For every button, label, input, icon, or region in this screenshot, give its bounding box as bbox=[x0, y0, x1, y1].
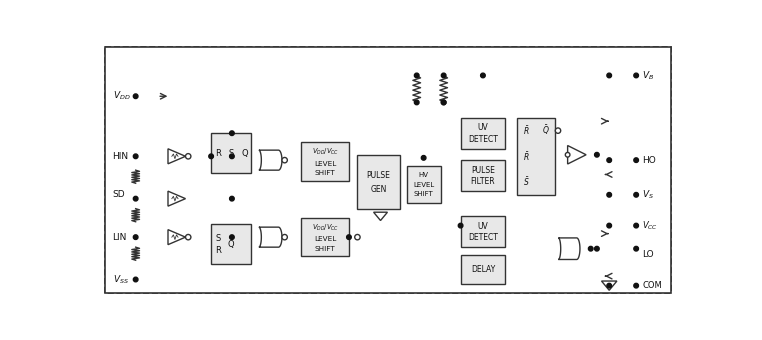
Circle shape bbox=[133, 277, 138, 282]
Circle shape bbox=[634, 246, 639, 251]
Text: DELAY: DELAY bbox=[471, 265, 495, 274]
Bar bbox=[460, 216, 505, 247]
Text: SHIFT: SHIFT bbox=[315, 246, 335, 252]
Text: $\bar{R}$: $\bar{R}$ bbox=[523, 150, 530, 163]
Polygon shape bbox=[168, 149, 185, 164]
Text: LEVEL: LEVEL bbox=[314, 160, 336, 167]
Bar bbox=[301, 218, 349, 256]
Circle shape bbox=[421, 155, 426, 160]
Text: HIN: HIN bbox=[113, 152, 129, 161]
Circle shape bbox=[355, 235, 360, 240]
Circle shape bbox=[458, 223, 463, 228]
Text: $V_S$: $V_S$ bbox=[642, 189, 655, 201]
Circle shape bbox=[634, 158, 639, 163]
Polygon shape bbox=[168, 191, 185, 206]
Polygon shape bbox=[559, 238, 580, 259]
Circle shape bbox=[415, 100, 419, 105]
Circle shape bbox=[634, 223, 639, 228]
Text: $V_{DD}/V_{CC}$: $V_{DD}/V_{CC}$ bbox=[312, 147, 338, 157]
Text: LIN: LIN bbox=[113, 233, 127, 242]
Polygon shape bbox=[259, 227, 282, 247]
Polygon shape bbox=[168, 230, 185, 245]
Bar bbox=[357, 155, 400, 209]
Circle shape bbox=[347, 235, 351, 239]
Polygon shape bbox=[259, 150, 282, 170]
Text: GEN: GEN bbox=[370, 185, 387, 194]
Circle shape bbox=[185, 235, 191, 240]
Circle shape bbox=[229, 235, 234, 239]
Circle shape bbox=[481, 73, 485, 78]
Circle shape bbox=[415, 73, 419, 78]
Circle shape bbox=[133, 154, 138, 158]
Bar bbox=[301, 142, 349, 181]
Circle shape bbox=[441, 100, 446, 105]
Text: $\bar{S}$: $\bar{S}$ bbox=[523, 176, 530, 188]
Bar bbox=[517, 118, 555, 195]
Polygon shape bbox=[568, 146, 586, 164]
Circle shape bbox=[607, 158, 612, 163]
Circle shape bbox=[634, 73, 639, 78]
Circle shape bbox=[594, 246, 599, 251]
Text: Q: Q bbox=[241, 149, 248, 158]
Circle shape bbox=[133, 196, 138, 201]
Bar bbox=[211, 133, 251, 173]
Circle shape bbox=[209, 154, 213, 158]
Bar bbox=[460, 160, 505, 191]
Text: COM: COM bbox=[642, 281, 662, 290]
Text: LEVEL: LEVEL bbox=[314, 236, 336, 242]
Text: SHIFT: SHIFT bbox=[315, 170, 335, 176]
Circle shape bbox=[229, 196, 234, 201]
Text: DETECT: DETECT bbox=[468, 234, 498, 242]
Text: S: S bbox=[229, 149, 234, 158]
Text: $V_B$: $V_B$ bbox=[642, 69, 655, 82]
Text: PULSE: PULSE bbox=[367, 171, 391, 180]
Circle shape bbox=[229, 154, 234, 158]
Circle shape bbox=[634, 192, 639, 197]
Text: $\bar{R}$: $\bar{R}$ bbox=[523, 124, 530, 137]
Circle shape bbox=[185, 154, 191, 159]
Text: $\bar{Q}$: $\bar{Q}$ bbox=[542, 124, 549, 137]
Text: Q: Q bbox=[228, 240, 235, 249]
Circle shape bbox=[133, 94, 138, 99]
Text: DETECT: DETECT bbox=[468, 135, 498, 144]
Bar bbox=[460, 118, 505, 149]
Circle shape bbox=[282, 235, 287, 240]
Text: LEVEL: LEVEL bbox=[413, 182, 434, 188]
Text: R: R bbox=[215, 245, 221, 255]
Text: PULSE: PULSE bbox=[471, 166, 495, 175]
Circle shape bbox=[555, 128, 561, 133]
Text: $V_{SS}$: $V_{SS}$ bbox=[113, 273, 129, 286]
Text: R: R bbox=[215, 149, 221, 158]
Circle shape bbox=[282, 157, 287, 163]
Circle shape bbox=[565, 152, 570, 157]
Circle shape bbox=[588, 246, 593, 251]
Circle shape bbox=[229, 131, 234, 136]
Text: SHIFT: SHIFT bbox=[414, 191, 434, 197]
Circle shape bbox=[441, 100, 446, 105]
Text: SD: SD bbox=[113, 190, 125, 199]
Text: UV: UV bbox=[478, 123, 488, 133]
Text: S: S bbox=[215, 234, 220, 242]
Text: UV: UV bbox=[478, 222, 488, 231]
Text: HV: HV bbox=[418, 172, 429, 178]
Text: LO: LO bbox=[642, 250, 654, 259]
Circle shape bbox=[594, 152, 599, 157]
Text: $V_{DD}/V_{CC}$: $V_{DD}/V_{CC}$ bbox=[312, 222, 338, 233]
Circle shape bbox=[441, 73, 446, 78]
Text: $V_{DD}$: $V_{DD}$ bbox=[113, 90, 130, 102]
Bar bbox=[460, 255, 505, 284]
Circle shape bbox=[133, 235, 138, 239]
Circle shape bbox=[607, 73, 612, 78]
Text: $V_{CC}$: $V_{CC}$ bbox=[642, 219, 658, 232]
Circle shape bbox=[634, 283, 639, 288]
Circle shape bbox=[607, 192, 612, 197]
Text: FILTER: FILTER bbox=[471, 177, 495, 186]
Text: HO: HO bbox=[642, 156, 656, 165]
Bar bbox=[211, 224, 251, 264]
Circle shape bbox=[607, 283, 612, 288]
Circle shape bbox=[607, 223, 612, 228]
Bar bbox=[407, 166, 440, 203]
